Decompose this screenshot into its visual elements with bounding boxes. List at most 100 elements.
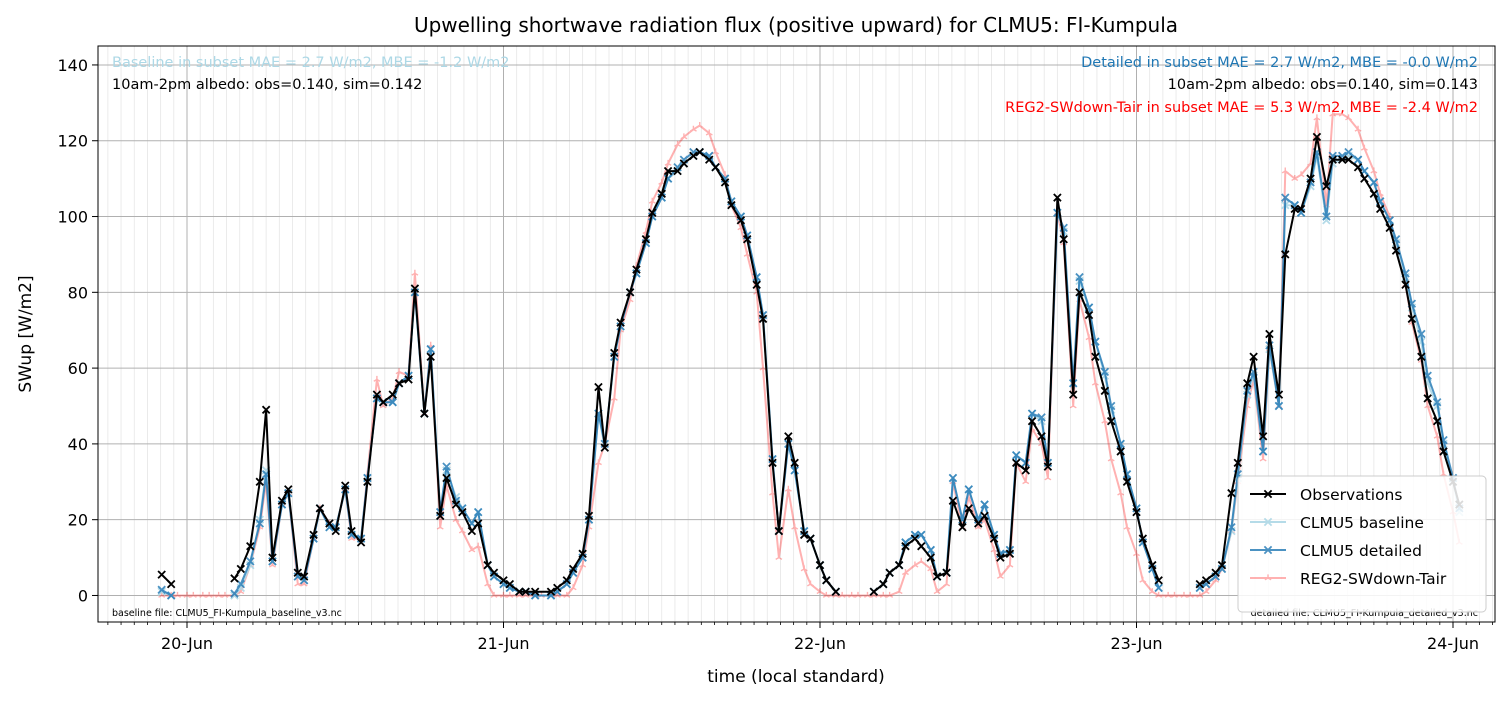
data-point bbox=[246, 557, 255, 566]
data-point bbox=[594, 382, 603, 392]
legend-label: REG2-SWdown-Tair bbox=[1300, 570, 1447, 588]
data-point bbox=[315, 504, 325, 513]
data-point bbox=[230, 574, 239, 583]
data-point bbox=[641, 235, 651, 244]
data-point bbox=[499, 576, 508, 585]
data-point bbox=[974, 519, 983, 528]
data-point bbox=[632, 265, 641, 274]
data-point bbox=[1100, 367, 1110, 377]
data-point bbox=[790, 458, 799, 468]
data-point bbox=[1148, 588, 1156, 595]
data-point bbox=[473, 507, 483, 517]
data-point bbox=[1274, 390, 1284, 399]
data-point bbox=[530, 587, 540, 596]
data-point bbox=[996, 553, 1005, 562]
x-axis-ticks: 20-Jun 21-Jun 22-Jun 23-Jun 24-Jun bbox=[107, 622, 1493, 653]
data-point bbox=[1424, 402, 1432, 409]
data-point bbox=[806, 534, 815, 543]
data-point bbox=[625, 288, 635, 297]
data-point bbox=[1053, 193, 1062, 202]
data-point bbox=[1059, 235, 1068, 244]
x-axis-label: time (local standard) bbox=[707, 667, 885, 687]
data-point bbox=[1068, 390, 1078, 399]
data-point bbox=[831, 587, 841, 596]
data-point bbox=[490, 591, 498, 598]
data-point bbox=[1005, 549, 1015, 559]
data-point bbox=[1180, 591, 1188, 598]
data-point bbox=[1101, 417, 1109, 424]
data-point bbox=[989, 534, 999, 543]
data-point bbox=[489, 568, 499, 577]
data-point bbox=[484, 580, 492, 587]
data-point bbox=[1274, 401, 1284, 411]
data-point bbox=[863, 591, 871, 598]
data-point bbox=[927, 565, 935, 572]
data-point bbox=[246, 541, 255, 551]
data-point bbox=[1091, 352, 1100, 361]
data-point bbox=[1369, 178, 1379, 187]
data-point bbox=[594, 459, 602, 466]
data-point bbox=[1227, 523, 1236, 532]
legend-item bbox=[1250, 545, 1286, 555]
data-point bbox=[727, 200, 736, 210]
data-point bbox=[468, 546, 476, 553]
data-point bbox=[1375, 204, 1385, 214]
data-point bbox=[704, 155, 714, 164]
data-point bbox=[1258, 432, 1268, 441]
legend-label: Observations bbox=[1300, 486, 1402, 504]
y-axis-ticks: 0 20 40 60 80 100 120 140 bbox=[57, 56, 98, 605]
x-tick-label: 23-Jun bbox=[1110, 634, 1162, 653]
data-point bbox=[1264, 574, 1272, 581]
data-point bbox=[943, 580, 951, 587]
data-point bbox=[1043, 462, 1053, 471]
data-point bbox=[347, 526, 356, 536]
data-point bbox=[1202, 588, 1210, 595]
y-tick-label: 140 bbox=[57, 56, 88, 75]
legend-item bbox=[1250, 489, 1286, 499]
data-point bbox=[1291, 175, 1299, 182]
data-point bbox=[1085, 334, 1093, 341]
data-point bbox=[1417, 352, 1426, 361]
legend-box bbox=[1237, 475, 1487, 613]
data-point bbox=[815, 560, 825, 570]
data-point bbox=[1249, 352, 1258, 361]
data-point bbox=[679, 159, 689, 168]
data-point bbox=[505, 579, 515, 589]
data-point bbox=[848, 591, 856, 598]
data-point bbox=[1322, 181, 1331, 191]
data-point bbox=[869, 587, 879, 596]
legend-item bbox=[1250, 574, 1286, 581]
data-point bbox=[1155, 591, 1163, 598]
data-point bbox=[1044, 474, 1052, 481]
series-line bbox=[161, 113, 1461, 597]
data-point bbox=[712, 148, 720, 155]
data-point bbox=[1439, 447, 1448, 456]
data-point bbox=[1186, 591, 1194, 598]
data-point bbox=[932, 572, 942, 581]
data-point bbox=[1132, 507, 1141, 517]
data-point bbox=[388, 390, 397, 399]
data-point bbox=[616, 318, 625, 327]
data-point bbox=[1091, 379, 1099, 386]
data-point bbox=[325, 519, 334, 528]
data-point bbox=[166, 579, 176, 589]
data-point bbox=[980, 511, 989, 521]
legend-item bbox=[1250, 517, 1286, 527]
data-point bbox=[879, 591, 887, 598]
data-point bbox=[436, 523, 444, 530]
baseline-file-annotation: baseline file: CLMU5_FI-Kumpula_baseline… bbox=[112, 608, 342, 619]
data-point bbox=[578, 549, 587, 559]
data-point bbox=[799, 530, 809, 540]
data-point bbox=[648, 197, 656, 204]
data-point bbox=[895, 588, 903, 595]
data-point bbox=[901, 569, 909, 576]
data-point bbox=[1306, 174, 1315, 183]
x-tick-label: 20-Jun bbox=[161, 634, 213, 653]
data-point bbox=[917, 541, 926, 551]
legend-label: CLMU5 baseline bbox=[1300, 514, 1424, 532]
data-point bbox=[1227, 488, 1236, 498]
data-point bbox=[1281, 250, 1290, 259]
y-tick-label: 40 bbox=[68, 435, 88, 454]
data-point bbox=[942, 568, 951, 577]
y-axis-label: SWup [W/m2] bbox=[16, 275, 36, 392]
